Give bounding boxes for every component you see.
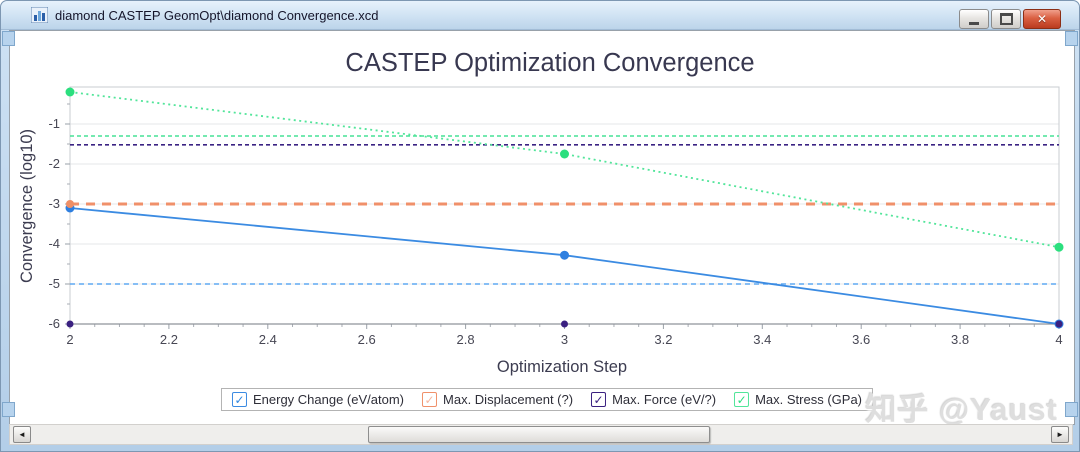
minimize-icon [969, 21, 979, 25]
x-tick-label: 3.4 [753, 332, 771, 347]
scroll-left-icon: ◄ [18, 430, 26, 439]
data-point [1054, 242, 1064, 252]
legend-item[interactable]: ✓ Max. Force (eV/?) [591, 392, 716, 407]
scrollbar-thumb[interactable] [368, 426, 710, 443]
data-point [66, 320, 74, 328]
convergence-chart: CASTEP Optimization Convergence Optimizat… [18, 49, 1064, 376]
x-tick-label: 2.8 [457, 332, 475, 347]
x-tick-label: 4 [1055, 332, 1062, 347]
x-tick-label: 2.4 [259, 332, 277, 347]
border-cap [2, 402, 15, 417]
chart-pane: CASTEP Optimization Convergence Optimizat… [9, 30, 1075, 427]
y-tick-label: -5 [48, 276, 60, 291]
maximize-icon [999, 13, 1013, 25]
data-point [1055, 320, 1063, 328]
axis-ticks: 2 2.2 2.4 2.6 2.8 3 3.2 3.4 3.6 3.8 4 -1 -2 -3 -4 -5 -6 [48, 103, 1063, 347]
x-tick-label: 3.6 [852, 332, 870, 347]
scroll-right-icon: ► [1056, 430, 1064, 439]
x-tick-label: 3.2 [654, 332, 672, 347]
legend-item[interactable]: ✓ Energy Change (eV/atom) [231, 392, 405, 407]
window-title: diamond CASTEP GeomOpt\diamond Convergen… [55, 7, 379, 23]
maximize-button[interactable] [991, 9, 1021, 29]
border-cap [1065, 31, 1078, 46]
legend-checkbox[interactable]: ✓ [422, 392, 438, 407]
scroll-left-button[interactable]: ◄ [13, 426, 31, 443]
data-point [66, 200, 74, 208]
data-point [561, 320, 568, 328]
x-tick-label: 3 [561, 332, 568, 347]
data-point [560, 149, 569, 159]
data-point [560, 250, 569, 260]
x-axis-label: Optimization Step [497, 358, 627, 376]
y-axis-label: Convergence (log10) [18, 129, 36, 283]
legend-item[interactable]: ✓ Max. Displacement (?) [422, 392, 573, 407]
legend-item[interactable]: ✓ Max. Stress (GPa) [734, 392, 862, 407]
border-cap [1065, 402, 1078, 417]
chart-legend: ✓ Energy Change (eV/atom) ✓ Max. Displaceme… [220, 388, 874, 411]
close-icon: ✕ [1036, 12, 1048, 26]
chart-title: CASTEP Optimization Convergence [345, 49, 754, 77]
legend-label: Max. Displacement (?) [443, 392, 574, 407]
y-tick-label: -2 [48, 156, 60, 171]
close-button[interactable]: ✕ [1023, 9, 1061, 29]
legend-label: Energy Change (eV/atom) [252, 392, 405, 407]
y-tick-label: -6 [48, 316, 60, 331]
title-bar: diamond CASTEP GeomOpt\diamond Convergen… [1, 1, 1079, 30]
y-tick-label: -4 [48, 236, 60, 251]
series-line [69, 91, 1060, 249]
y-tick-label: -3 [48, 196, 60, 211]
legend-checkbox[interactable]: ✓ [591, 392, 607, 407]
data-point [65, 87, 75, 97]
x-tick-label: 2.2 [160, 332, 178, 347]
horizontal-scrollbar[interactable]: ◄ ► [9, 424, 1073, 445]
scroll-right-button[interactable]: ► [1051, 426, 1069, 443]
legend-checkbox[interactable]: ✓ [734, 392, 750, 407]
border-cap [2, 31, 15, 46]
x-tick-label: 2.6 [358, 332, 376, 347]
legend-label: Max. Force (eV/?) [612, 392, 717, 407]
legend-label: Max. Stress (GPa) [755, 392, 863, 407]
series-line [69, 207, 1060, 325]
x-tick-label: 2 [66, 332, 73, 347]
chart-icon [31, 7, 48, 23]
legend-checkbox[interactable]: ✓ [231, 392, 247, 407]
minimize-button[interactable] [959, 9, 989, 29]
y-tick-label: -1 [48, 116, 60, 131]
x-tick-label: 3.8 [951, 332, 969, 347]
watermark: 知乎 @Yaust [865, 392, 1058, 427]
